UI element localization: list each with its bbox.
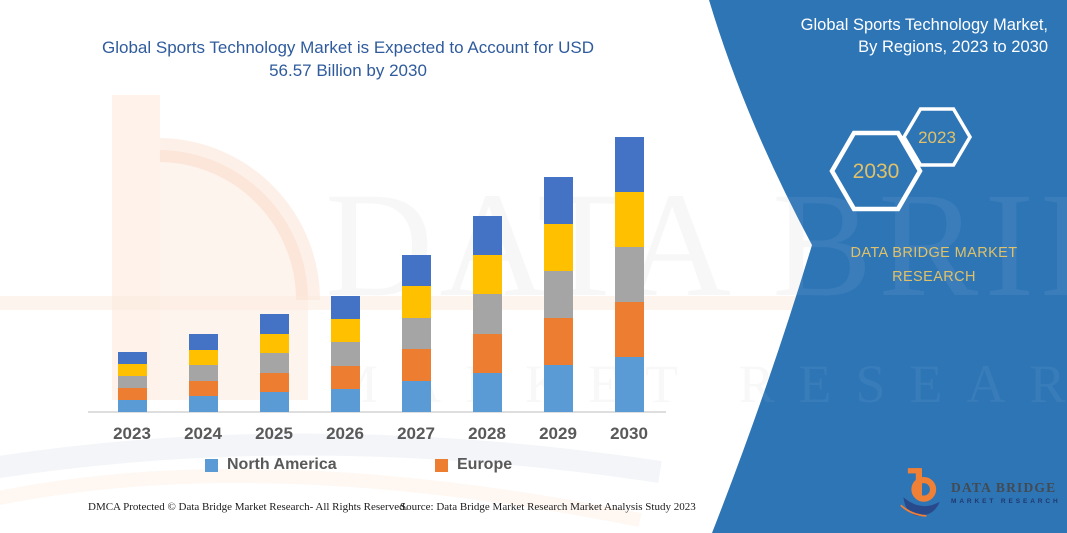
hexagon-2023 <box>901 107 973 167</box>
bar-segment-2029-europe <box>543 317 573 365</box>
hexagon-2030-label: 2030 <box>853 160 900 183</box>
company-logo: DATA BRIDGE MARKET RESEARCH <box>899 463 1061 521</box>
bar-segment-2027-unlabeled-gray-segment <box>401 317 431 350</box>
bar-segment-2024-unlabeled-yellow-segment <box>188 349 218 366</box>
bar-segment-2025-unlabeled-yellow-segment <box>259 333 289 354</box>
bar-segment-2023-unlabeled-gray-segment <box>117 375 147 388</box>
x-axis-label-2029: 2029 <box>539 424 577 443</box>
footer-dmca-text: DMCA Protected © Data Bridge Market Rese… <box>88 501 408 513</box>
right-panel-background <box>709 0 1067 533</box>
bar-segment-2030-unlabeled-darkblue-segment <box>614 137 644 192</box>
legend-swatch-north-america <box>205 458 218 472</box>
bar-segment-2026-north-america <box>330 388 360 412</box>
panel-title: Global Sports Technology Market, By Regi… <box>738 14 1048 58</box>
brand-name-line2: RESEARCH <box>892 269 976 285</box>
bar-segment-2024-europe <box>188 380 218 397</box>
bar-segment-2029-unlabeled-darkblue-segment <box>543 176 573 224</box>
bar-segment-2028-unlabeled-gray-segment <box>472 294 502 334</box>
x-axis-label-2024: 2024 <box>184 424 222 443</box>
panel-title-line1: Global Sports Technology Market, <box>800 16 1048 34</box>
bar-segment-2030-unlabeled-yellow-segment <box>614 192 644 247</box>
legend-label-north-america: North America <box>227 456 337 473</box>
bar-segment-2027-north-america <box>401 380 431 412</box>
bar-segment-2027-unlabeled-yellow-segment <box>401 286 431 318</box>
hexagon-2023-label: 2023 <box>918 128 956 147</box>
footer-source-text: Source: Data Bridge Market Research Mark… <box>400 501 696 513</box>
bar-segment-2023-unlabeled-darkblue-segment <box>117 351 147 364</box>
bar-segment-2024-unlabeled-gray-segment <box>188 365 218 381</box>
bar-segment-2023-unlabeled-yellow-segment <box>117 363 147 376</box>
legend-item-europe: Europe <box>435 456 512 474</box>
legend-swatch-europe <box>435 458 448 472</box>
panel-title-line2: By Regions, 2023 to 2030 <box>858 38 1048 56</box>
company-logo-name: DATA BRIDGE <box>951 479 1057 495</box>
bar-segment-2026-europe <box>330 365 360 389</box>
bar-segment-2024-unlabeled-darkblue-segment <box>188 333 218 350</box>
bar-segment-2026-unlabeled-gray-segment <box>330 342 360 366</box>
bar-segment-2026-unlabeled-yellow-segment <box>330 319 360 343</box>
bar-segment-2028-europe <box>472 333 502 373</box>
bar-segment-2025-unlabeled-darkblue-segment <box>259 314 289 334</box>
x-axis-label-2025: 2025 <box>255 424 293 443</box>
x-axis-label-2028: 2028 <box>468 424 506 443</box>
bar-segment-2026-unlabeled-darkblue-segment <box>330 296 360 320</box>
bar-segment-2023-europe <box>117 387 147 400</box>
chart-title-line2: 56.57 Billion by 2030 <box>269 61 427 80</box>
x-axis-label-2026: 2026 <box>326 424 364 443</box>
bar-segment-2030-europe <box>614 302 644 357</box>
x-axis-label-2030: 2030 <box>610 424 648 443</box>
bar-segment-2023-north-america <box>117 399 147 412</box>
bar-segment-2028-unlabeled-darkblue-segment <box>472 216 502 256</box>
bar-segment-2030-unlabeled-gray-segment <box>614 247 644 302</box>
x-axis-label-2023: 2023 <box>113 424 151 443</box>
bar-segment-2030-north-america <box>614 357 644 412</box>
bar-segment-2029-north-america <box>543 364 573 412</box>
company-logo-subtitle: MARKET RESEARCH <box>951 497 1061 505</box>
x-axis-line <box>88 411 666 413</box>
hexagon-2030 <box>829 130 923 212</box>
x-axis-label-2027: 2027 <box>397 424 435 443</box>
bar-segment-2024-north-america <box>188 396 218 412</box>
brand-name-line1: DATA BRIDGE MARKET <box>850 245 1018 261</box>
brand-name-block: DATA BRIDGE MARKET RESEARCH <box>836 241 1032 289</box>
bar-segment-2025-europe <box>259 372 289 393</box>
bar-segment-2029-unlabeled-gray-segment <box>543 270 573 318</box>
bar-segment-2027-europe <box>401 349 431 381</box>
bar-segment-2029-unlabeled-yellow-segment <box>543 223 573 271</box>
bar-segment-2027-unlabeled-darkblue-segment <box>401 254 431 287</box>
chart-title-line1: Global Sports Technology Market is Expec… <box>102 38 594 57</box>
watermark-swoosh <box>0 433 662 527</box>
bar-segment-2025-unlabeled-gray-segment <box>259 353 289 373</box>
hexagon-badges: 2023 2030 <box>829 107 973 212</box>
company-logo-b-icon <box>900 468 940 517</box>
legend-label-europe: Europe <box>457 456 513 473</box>
bar-segment-2025-north-america <box>259 392 289 412</box>
bar-segment-2028-north-america <box>472 372 502 412</box>
chart-title: Global Sports Technology Market is Expec… <box>72 36 624 82</box>
bar-segment-2028-unlabeled-yellow-segment <box>472 255 502 295</box>
legend-item-north-america: North America <box>205 456 337 474</box>
